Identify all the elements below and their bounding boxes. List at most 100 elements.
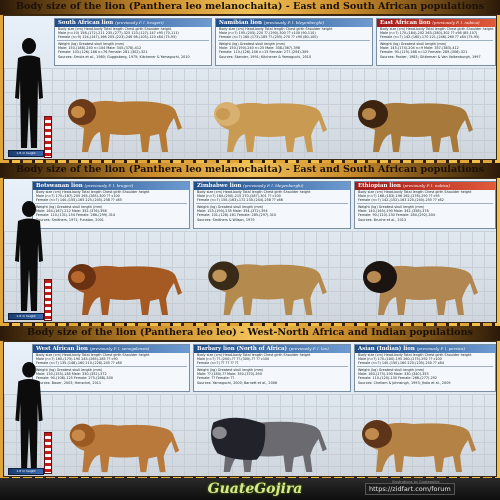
info-box-title: Asian (Indian) lion (previously P. l. pe…	[355, 345, 495, 353]
panel-title-bar: Body size of the lion (Panthera leo leo)…	[0, 326, 500, 341]
info-box-east-africa: East African lion (previously P. l. nubi…	[376, 18, 496, 66]
info-row: Female: 101-(128)-161 Female: 285-(297)-…	[197, 213, 277, 218]
lion-silhouette-icon	[68, 99, 182, 152]
panel-content: West African lion (previously P. l. sene…	[3, 341, 497, 477]
info-row: Body size (cm) Head-body Total length Ch…	[380, 27, 494, 31]
height-ruler-icon	[44, 432, 52, 474]
info-row: Female (n=9) 124-(147)-166 205-(223)-246…	[58, 35, 177, 40]
info-row: Female: 110-(126)-146 n=15 Female: 277-(…	[219, 50, 309, 55]
info-sources: Sources: Bruche et al., 2013	[358, 217, 407, 222]
info-row: Body size (cm) Head-body Total length Ch…	[197, 190, 311, 194]
info-row: Weight (kg) Greatest skull length (mm)	[380, 42, 447, 47]
scale-label: 1.8 m height	[8, 150, 44, 157]
panel-content: Botswanan lion (previously P. l. krugeri…	[3, 178, 497, 323]
info-row: Male (n=?) ??-(200)-?? ??-(300)-?? ?? c1…	[197, 357, 270, 362]
footer-bar: GuateGojira Illustrations by Guategojira…	[0, 478, 500, 500]
info-row: Weight (kg) Greatest skull length (mm)	[36, 205, 103, 210]
info-box-title: Botswanan lion (previously P. l. krugeri…	[33, 182, 189, 190]
info-row: Female: 110-(120)-130 Female: 266-(277)-…	[358, 376, 438, 381]
info-row: Male (n=?) 184-(200)-215 270-(287)-301 ?…	[197, 194, 281, 199]
lion-silhouette-icon	[358, 100, 473, 152]
divider	[57, 40, 209, 42]
info-box-barbary: Barbary lion (North of Africa) (previous…	[193, 344, 351, 392]
info-row: Female: 90-(110)-130 Female: 280-(292)-3…	[358, 213, 435, 218]
info-row: Female: 90-(108)-125 Female: 275-(288)-3…	[36, 376, 113, 381]
panel-title-bar: Body size of the lion (Panthera leo mela…	[0, 0, 500, 15]
info-row: Female (n=?) 160-(173)-185 ??-(255)-270 …	[219, 35, 318, 40]
info-row: Weight (kg) Greatest skull length (mm)	[197, 205, 264, 210]
info-row: Body size (cm) Head-body Total length Ch…	[36, 190, 150, 194]
info-box-title: West African lion (previously P. l. sene…	[33, 345, 189, 353]
info-sources: Sources: Bauer, 2003; Henschel, 2011	[36, 380, 102, 385]
info-sources: Sources: Smithers, 1971; Funston, 2001	[36, 217, 104, 222]
info-box-zimbabwe: Zimbabwe lion (previously P. l. bleyenbe…	[193, 181, 351, 229]
lion-silhouette-icon	[68, 264, 182, 315]
lion-silhouette-icon	[211, 417, 327, 472]
divider	[379, 40, 493, 42]
info-row: Weight (kg) Greatest skull length (mm)	[358, 205, 425, 210]
panel-content: South African lion (previously P. l. kru…	[3, 15, 497, 160]
info-row: Male: 164-(187)-212 Male: 352-(376)-398	[36, 209, 107, 214]
lion-silhouette-icon	[208, 261, 327, 315]
lion-silhouette-icon	[362, 420, 476, 472]
divider	[35, 366, 187, 368]
lion-silhouette-icon	[363, 261, 478, 315]
info-row: Male: 160-(175)-190 Male: 330-(340)-355	[358, 372, 429, 377]
info-row: Body size (cm) Head-body Total length Ch…	[219, 27, 333, 31]
info-row: Body size (cm) Head-body Total length Ch…	[197, 353, 311, 357]
info-box-title: Barbary lion (North of Africa) (previous…	[194, 345, 350, 353]
info-sources: Sources: Yamaguchi, 2000; Barnett et al.…	[197, 380, 278, 385]
divider	[218, 40, 370, 42]
info-row: Male (n=?) 168-(183)-196 262-(276)-290 ?…	[358, 194, 440, 199]
info-box-botswana: Botswanan lion (previously P. l. krugeri…	[32, 181, 190, 229]
height-ruler-icon	[44, 279, 52, 321]
info-row: Male (n=?) 170-(187)-205 265-(285)-300 ?…	[36, 194, 120, 199]
info-box-namibia: Namibian lion (previously P. l. bleyenbe…	[215, 18, 373, 66]
divider	[357, 366, 493, 368]
panel-title: Body size of the lion (Panthera leo mela…	[15, 1, 485, 12]
info-row: Male (n=?) 170-(184)-202 263-(280)-302 ?…	[380, 31, 478, 36]
info-row: Male: 150-(190)-240 n=25 Male: 338-(367)…	[219, 46, 300, 51]
info-row: Female (n=?) 142-(160)-170 221-(246)-260…	[380, 35, 480, 40]
divider	[196, 366, 348, 368]
divider	[196, 203, 348, 205]
info-sources: Sources: Packer, 1983; Gittleman & Van V…	[380, 54, 481, 59]
info-row: Weight (kg) Greatest skull length (mm)	[219, 42, 286, 47]
info-row: Male: 145-(174)-204 n=9 Male: 357-(383)-…	[380, 46, 459, 51]
scale-label: 1.8 m height	[8, 313, 44, 320]
info-row: Male: 130-(155)-185 Male: 330-(352)-372	[36, 372, 107, 377]
info-row: Male (n=?) 195-(205)-220 ??-(290)-300 ??…	[219, 31, 316, 36]
forum-link[interactable]: https://zidfart.com/forum	[365, 483, 455, 495]
height-ruler-icon	[44, 116, 52, 158]
info-row: Female (n=?) ?? ?? ?? ??	[197, 361, 239, 366]
scale-label: 1.8 m height	[8, 468, 44, 475]
info-row: Weight (kg) Greatest skull length (mm)	[197, 368, 264, 373]
info-box-title: Namibian lion (previously P. l. bleyenbe…	[216, 19, 372, 27]
info-sources: Sources: Smithers & Wilson, 1979	[197, 217, 255, 222]
info-sources: Sources: Chellam & Johnsingh, 1993; Jhal…	[358, 380, 451, 385]
info-row: Weight (kg) Greatest skull length (mm)	[36, 368, 103, 373]
info-row: Male: ??-(180)-?? Male: 350-(370)-390	[197, 372, 262, 377]
info-row: Male (n=?) 170-(180)-195 260-(275)-292 ?…	[358, 357, 442, 362]
info-row: Male (n=10) 158-(172)-211 235-(277)-325 …	[58, 31, 179, 36]
panel-title: Body size of the lion (Panthera leo leo)…	[27, 327, 473, 338]
info-box-south-africa: South African lion (previously P. l. kru…	[54, 18, 212, 66]
info-row: Female: 103-(126)-166 n=76 Female: 281-(…	[58, 50, 148, 55]
info-row: Body size (cm) Head-body Total length Ch…	[358, 190, 472, 194]
info-sources: Sources: Stander, 1991; Kitchener & Yama…	[219, 54, 312, 59]
divider	[357, 203, 493, 205]
info-row: Body size (cm) Head-body Total length Ch…	[358, 353, 472, 357]
info-row: Female (n=?) 140-(150)-160 220-(235)-250…	[358, 361, 444, 366]
brand-logo: GuateGojira	[207, 481, 303, 497]
info-row: Male: 140-(165)-190 Male: 342-(358)-378	[358, 209, 429, 214]
info-row: Female (n=?) 140-(155)-165 225-(245)-258…	[36, 198, 122, 203]
info-box-west-africa: West African lion (previously P. l. sene…	[32, 344, 190, 392]
info-row: Male: 150-(188)-240 n=104 Male: 345-(378…	[58, 46, 142, 51]
info-row: Female: 90-(119)-168 n=12 Female: 289-(3…	[380, 50, 468, 55]
info-row: Female (n=?) 150-(163)-172 230-(244)-258…	[197, 198, 283, 203]
panel-east-south-2: Body size of the lion (Panthera leo mela…	[0, 163, 500, 325]
info-row: Female (n=?) 135-(148)-160 210-(228)-245…	[36, 361, 122, 366]
human-silhouette-icon	[6, 36, 52, 151]
info-row: Female (n=?) 142-(152)-163 220-(240)-255…	[358, 198, 444, 203]
